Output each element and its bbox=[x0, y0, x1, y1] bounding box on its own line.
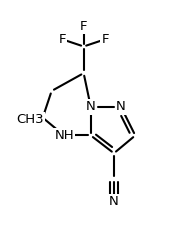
Text: CH3: CH3 bbox=[16, 113, 44, 126]
Text: N: N bbox=[116, 100, 126, 113]
Text: NH: NH bbox=[54, 129, 74, 142]
Text: N: N bbox=[86, 100, 96, 113]
Text: N: N bbox=[109, 195, 119, 208]
Text: F: F bbox=[59, 33, 66, 46]
Text: F: F bbox=[80, 20, 87, 33]
Text: F: F bbox=[101, 33, 109, 46]
